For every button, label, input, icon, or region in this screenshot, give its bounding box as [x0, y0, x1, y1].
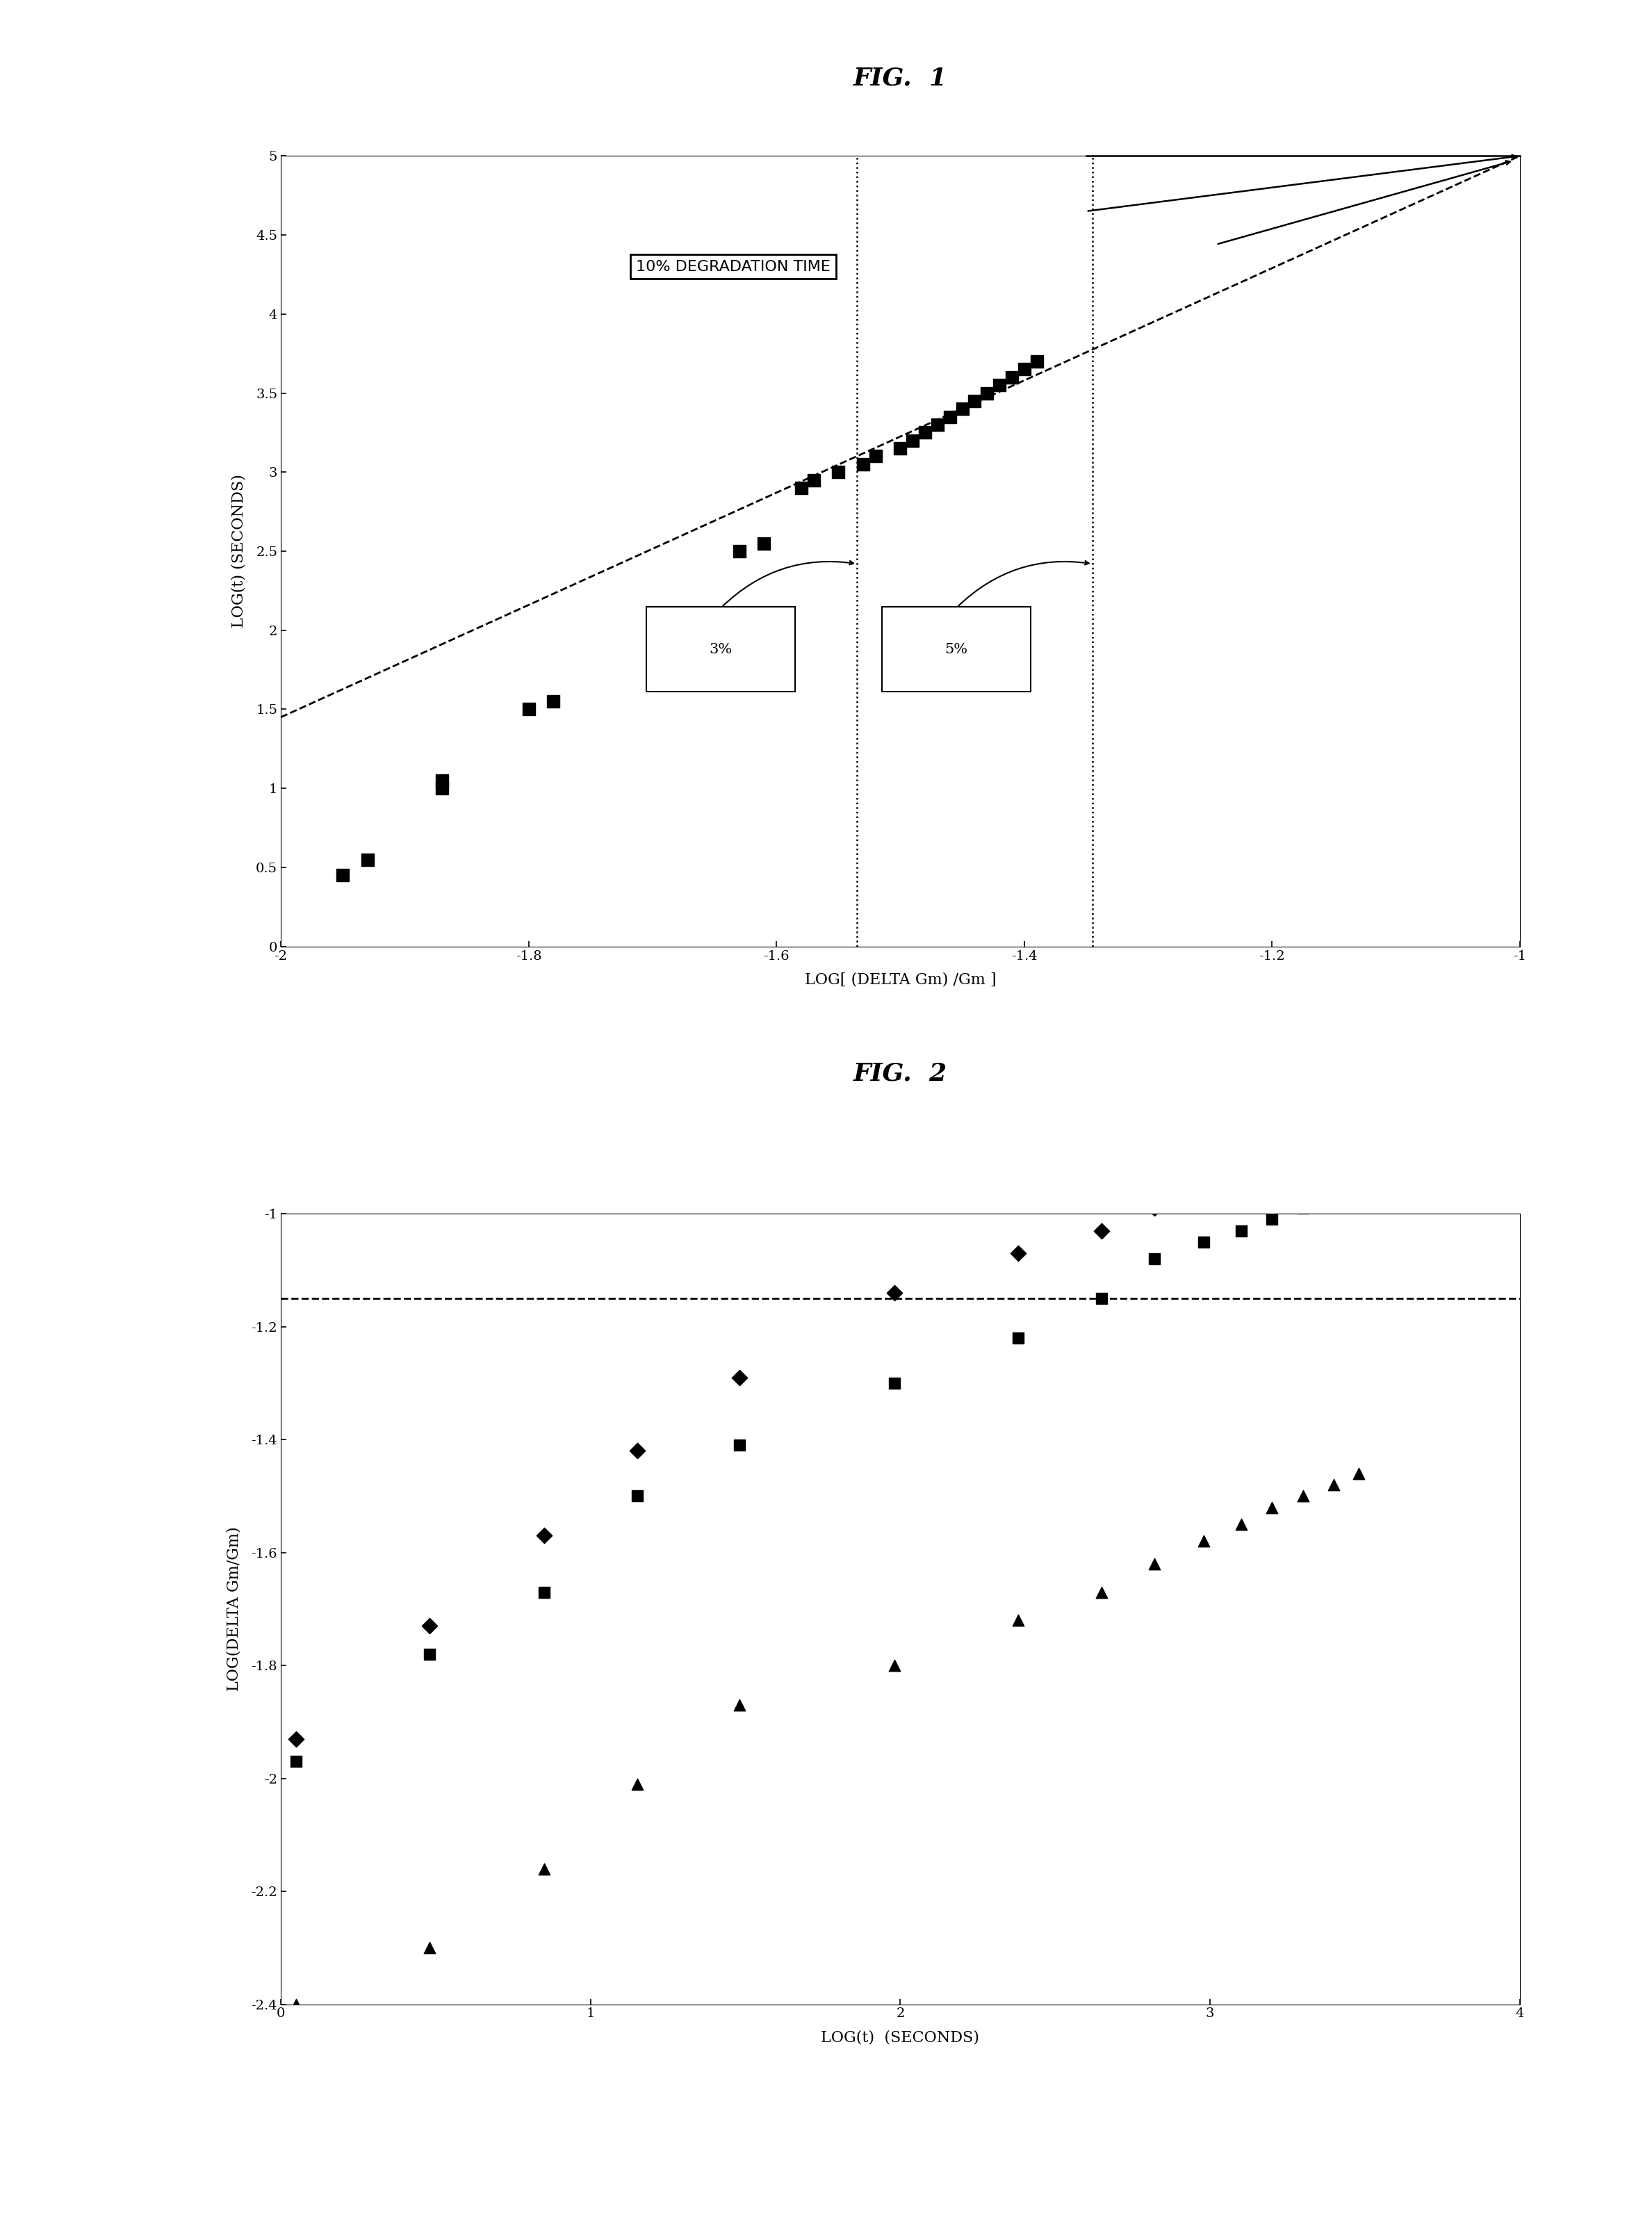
Point — [1290, 1479, 1317, 1514]
Point — [1089, 1574, 1115, 1610]
Point — [1142, 1189, 1168, 1225]
Point — [416, 1608, 443, 1644]
Point — [937, 399, 963, 434]
Point — [881, 1648, 907, 1684]
Point — [355, 842, 382, 877]
Point — [1191, 1185, 1218, 1220]
Y-axis label: LOG(DELTA Gm/Gm): LOG(DELTA Gm/Gm) — [226, 1528, 241, 1690]
Point — [282, 1986, 309, 2022]
Point — [1345, 1156, 1371, 1191]
FancyBboxPatch shape — [646, 606, 795, 693]
Point — [1259, 1490, 1285, 1525]
Point — [1290, 1174, 1317, 1209]
Point — [1320, 1185, 1346, 1220]
Text: FIG.  1: FIG. 1 — [854, 67, 947, 89]
Point — [653, 612, 679, 648]
Point — [416, 1637, 443, 1672]
Point — [881, 1365, 907, 1401]
Point — [1320, 1468, 1346, 1503]
Point — [1191, 1523, 1218, 1559]
Point — [1191, 1225, 1218, 1260]
Point — [851, 445, 877, 481]
Point — [899, 423, 925, 459]
Point — [950, 392, 976, 428]
Point — [1227, 1214, 1254, 1249]
Point — [752, 526, 778, 561]
Point — [530, 1574, 557, 1610]
FancyBboxPatch shape — [882, 606, 1031, 693]
Point — [1004, 1236, 1031, 1272]
Point — [515, 690, 542, 726]
Y-axis label: LOG(t) (SECONDS): LOG(t) (SECONDS) — [231, 474, 246, 628]
Point — [961, 383, 988, 419]
Point — [824, 454, 852, 490]
Point — [727, 1688, 753, 1724]
Point — [330, 857, 357, 893]
Point — [727, 534, 753, 570]
Point — [1290, 1189, 1317, 1225]
Point — [727, 1428, 753, 1463]
Point — [1089, 1281, 1115, 1316]
Point — [1142, 1546, 1168, 1581]
Point — [428, 762, 454, 797]
Text: 10% DEGRADATION TIME: 10% DEGRADATION TIME — [636, 261, 831, 274]
Point — [1320, 1167, 1346, 1203]
Point — [540, 684, 567, 719]
Point — [975, 376, 1001, 412]
Point — [986, 367, 1013, 403]
Text: FIG.  2: FIG. 2 — [854, 1062, 947, 1085]
Point — [1345, 1178, 1371, 1214]
Point — [1345, 1456, 1371, 1492]
Point — [1259, 1203, 1285, 1238]
Point — [1259, 1178, 1285, 1214]
Point — [881, 1274, 907, 1309]
Point — [530, 1851, 557, 1886]
Point — [887, 430, 914, 465]
Point — [282, 1744, 309, 1779]
Text: 3%: 3% — [709, 644, 732, 655]
X-axis label: LOG(t)  (SECONDS): LOG(t) (SECONDS) — [821, 2029, 980, 2044]
Point — [1142, 1240, 1168, 1276]
X-axis label: LOG[ (DELTA Gm) /Gm ]: LOG[ (DELTA Gm) /Gm ] — [805, 971, 996, 987]
Point — [428, 771, 454, 806]
Point — [1227, 1505, 1254, 1541]
Point — [912, 414, 938, 450]
Point — [801, 463, 828, 499]
Point — [1004, 1321, 1031, 1356]
Point — [624, 1766, 651, 1802]
Point — [677, 604, 704, 639]
Point — [282, 1721, 309, 1757]
Point — [1004, 1603, 1031, 1639]
Text: 5%: 5% — [945, 644, 968, 655]
Point — [862, 439, 889, 474]
Point — [788, 470, 814, 506]
Point — [1011, 352, 1037, 387]
Point — [1024, 343, 1051, 379]
Point — [416, 1931, 443, 1966]
Point — [1227, 1178, 1254, 1214]
Point — [624, 1434, 651, 1470]
Point — [1089, 1214, 1115, 1249]
Point — [925, 408, 952, 443]
Point — [624, 1479, 651, 1514]
Point — [999, 359, 1026, 394]
Point — [727, 1361, 753, 1396]
Point — [530, 1519, 557, 1554]
